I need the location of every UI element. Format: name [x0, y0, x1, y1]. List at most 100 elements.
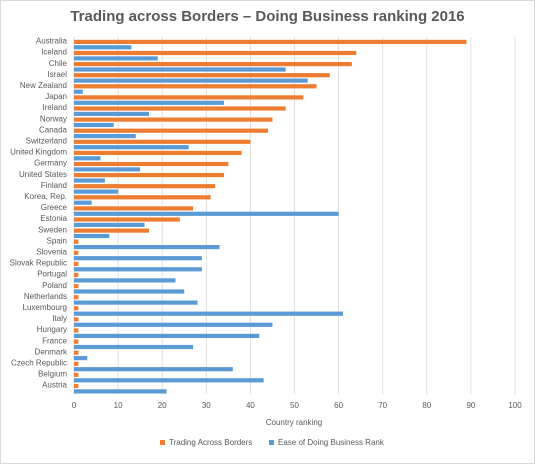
bar-ease-of-doing-business-rank-finland: [74, 189, 119, 194]
bar-trading-across-borders-poland: [74, 284, 79, 289]
category-label-germany: Germany: [34, 159, 67, 168]
bar-ease-of-doing-business-rank-portugal: [74, 278, 176, 283]
category-label-estonia: Estonia: [40, 214, 67, 223]
legend: Trading Across Borders Ease of Doing Bus…: [160, 438, 385, 447]
bar-trading-across-borders-sweden: [74, 228, 149, 233]
x-tick-label-50: 50: [290, 401, 299, 410]
bar-trading-across-borders-hungary: [74, 328, 79, 333]
bar-trading-across-borders-chile: [74, 62, 352, 67]
bar-ease-of-doing-business-rank-netherlands: [74, 300, 198, 305]
category-labels: Australia Iceland Chile Israel New Zealand Ja…: [10, 37, 68, 390]
category-label-greece: Greece: [41, 203, 68, 212]
category-label-chile: Chile: [49, 59, 68, 68]
category-label-sweden: Sweden: [38, 225, 67, 234]
legend-label-trading-across-borders: Trading Across Borders: [169, 438, 252, 447]
category-label-france: France: [42, 336, 67, 345]
x-tick-label-20: 20: [158, 401, 167, 410]
bar-ease-of-doing-business-rank-estonia: [74, 222, 145, 227]
bar-ease-of-doing-business-rank-ireland: [74, 111, 149, 116]
bar-ease-of-doing-business-rank-new-zealand: [74, 89, 83, 94]
category-label-israel: Israel: [47, 70, 67, 79]
x-tick-label-40: 40: [246, 401, 255, 410]
category-label-norway: Norway: [40, 114, 67, 123]
category-label-austria: Austria: [42, 381, 67, 390]
category-label-switzerland: Switzerland: [26, 137, 67, 146]
category-label-poland: Poland: [42, 281, 67, 290]
bar-ease-of-doing-business-rank-norway: [74, 122, 114, 128]
bar-trading-across-borders-norway: [74, 117, 273, 122]
bar-trading-across-borders-finland: [74, 184, 216, 189]
bar-trading-across-borders-italy: [74, 317, 79, 322]
category-label-hungary: Hungary: [37, 325, 67, 334]
bar-trading-across-borders-switzerland: [74, 139, 251, 144]
category-label-spain: Spain: [47, 236, 67, 245]
bar-ease-of-doing-business-rank-luxembourg: [74, 311, 344, 316]
x-tick-label-60: 60: [334, 401, 343, 410]
category-label-portugal: Portugal: [37, 270, 67, 279]
category-label-slovak-republic: Slovak Republic: [10, 259, 67, 268]
bar-ease-of-doing-business-rank-italy: [74, 322, 273, 327]
bar-ease-of-doing-business-rank-belgium: [74, 378, 264, 383]
bar-trading-across-borders-iceland: [74, 50, 357, 56]
chart-title: Trading across Borders – Doing Business …: [70, 8, 465, 25]
bar-trading-across-borders-austria: [74, 383, 79, 389]
x-tick-label-100: 100: [508, 401, 522, 410]
bar-trading-across-borders-belgium: [74, 372, 79, 377]
category-label-new-zealand: New Zealand: [20, 81, 67, 90]
category-label-japan: Japan: [45, 92, 67, 101]
category-label-netherlands: Netherlands: [24, 292, 67, 301]
category-label-finland: Finland: [41, 181, 67, 190]
bar-trading-across-borders-germany: [74, 161, 229, 167]
bar-trading-across-borders-spain: [74, 239, 79, 244]
category-label-canada: Canada: [39, 125, 68, 134]
bar-trading-across-borders-korea-rep: [74, 195, 211, 200]
bar-ease-of-doing-business-rank-germany: [74, 167, 141, 172]
bar-ease-of-doing-business-rank-france: [74, 344, 194, 350]
x-tick-label-80: 80: [422, 401, 431, 410]
bar-trading-across-borders-slovenia: [74, 250, 79, 255]
bar-ease-of-doing-business-rank-australia: [74, 45, 132, 50]
bar-trading-across-borders-portugal: [74, 272, 79, 278]
bar-trading-across-borders-czech-republic: [74, 361, 79, 366]
bar-trading-across-borders-australia: [74, 39, 467, 44]
bars: [74, 39, 467, 394]
bar-ease-of-doing-business-rank-czech-republic: [74, 367, 233, 372]
bar-ease-of-doing-business-rank-slovenia: [74, 256, 202, 261]
category-label-czech-republic: Czech Republic: [11, 359, 67, 368]
x-tick-label-10: 10: [114, 401, 123, 410]
x-tick-label-30: 30: [202, 401, 211, 410]
category-label-belgium: Belgium: [38, 370, 67, 379]
category-label-australia: Australia: [36, 37, 68, 46]
bar-ease-of-doing-business-rank-canada: [74, 134, 136, 139]
bar-ease-of-doing-business-rank-slovak-republic: [74, 267, 202, 272]
bar-ease-of-doing-business-rank-switzerland: [74, 145, 189, 150]
bar-ease-of-doing-business-rank-poland: [74, 289, 185, 294]
legend-label-ease-of-doing-business: Ease of Doing Business Rank: [278, 438, 385, 447]
bar-trading-across-borders-luxembourg: [74, 306, 79, 311]
bar-ease-of-doing-business-rank-japan: [74, 100, 224, 105]
category-label-denmark: Denmark: [35, 347, 68, 356]
legend-swatch-trading-across-borders: [160, 440, 165, 445]
x-tick-label-70: 70: [378, 401, 387, 410]
bar-trading-across-borders-estonia: [74, 217, 180, 222]
bar-ease-of-doing-business-rank-iceland: [74, 56, 158, 61]
bar-trading-across-borders-ireland: [74, 106, 286, 111]
category-label-iceland: Iceland: [41, 48, 67, 57]
bar-trading-across-borders-united-states: [74, 173, 224, 178]
category-label-italy: Italy: [52, 314, 67, 323]
bar-trading-across-borders-netherlands: [74, 295, 79, 300]
bar-ease-of-doing-business-rank-korea-rep: [74, 200, 92, 205]
bar-ease-of-doing-business-rank-austria: [74, 389, 167, 394]
x-tick-label-0: 0: [72, 401, 77, 410]
category-label-united-states: United States: [19, 170, 67, 179]
bar-trading-across-borders-japan: [74, 95, 304, 100]
bar-trading-across-borders-united-kingdom: [74, 150, 242, 155]
bar-ease-of-doing-business-rank-chile: [74, 67, 286, 72]
x-tick-label-90: 90: [466, 401, 475, 410]
legend-swatch-ease-of-doing-business: [269, 440, 274, 445]
bar-trading-across-borders-greece: [74, 206, 194, 211]
category-label-slovenia: Slovenia: [36, 248, 67, 257]
bar-trading-across-borders-israel: [74, 73, 330, 78]
